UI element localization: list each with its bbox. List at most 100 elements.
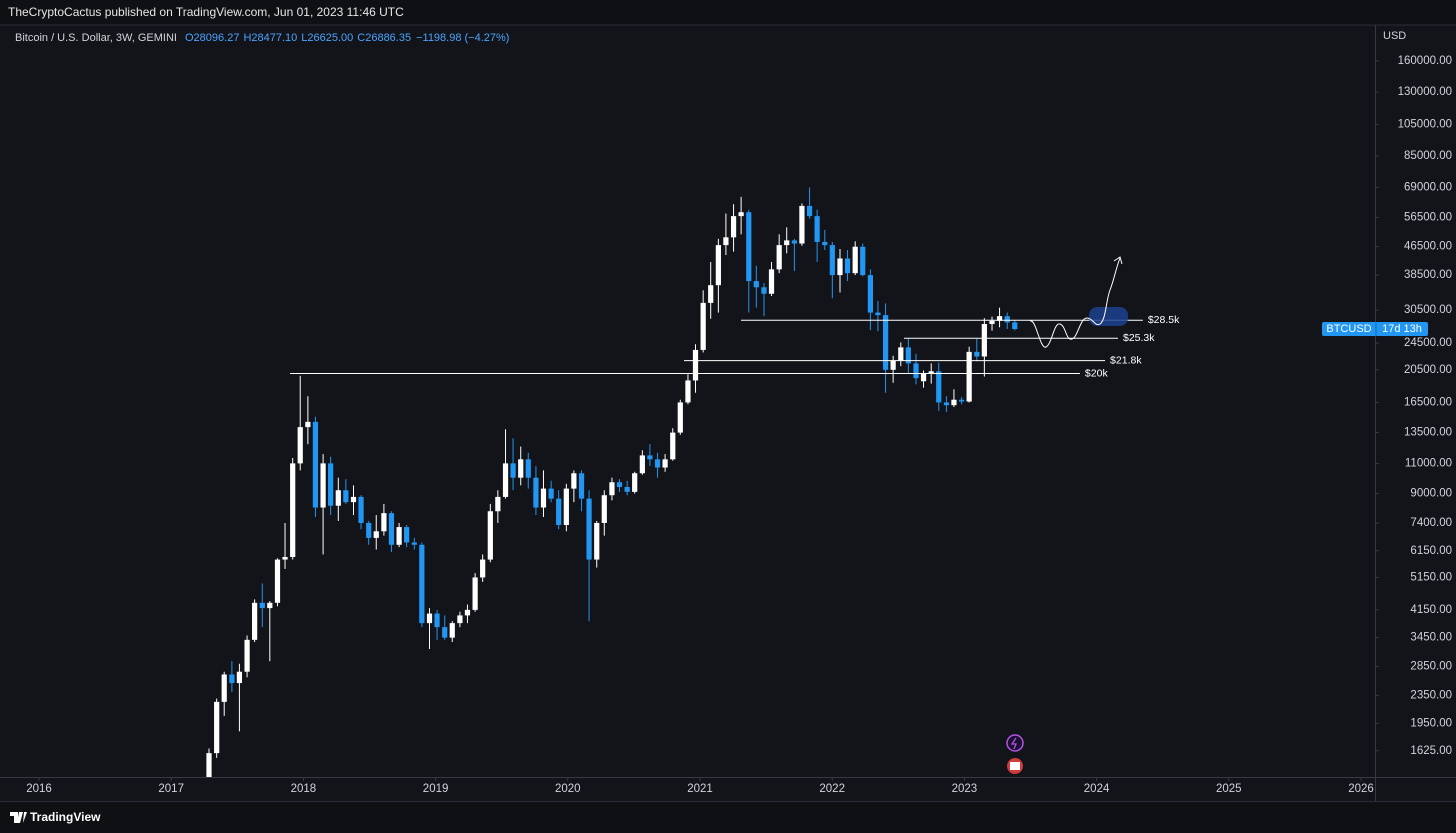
y-tick-label: 160000.00 <box>1398 55 1452 67</box>
y-tick-label: 2850.00 <box>1410 660 1452 672</box>
ohlc-change: −1198.98 (−4.27%) <box>416 32 509 44</box>
candle-body <box>358 496 364 523</box>
x-tick-label: 2018 <box>291 783 317 795</box>
candle-body <box>236 671 243 684</box>
candle-body <box>867 275 874 313</box>
candle-body <box>267 602 273 609</box>
candle-body <box>692 349 699 381</box>
candle-body <box>837 258 843 276</box>
candle-body <box>806 205 813 217</box>
y-tick-label: 130000.00 <box>1398 86 1452 98</box>
y-tick-label: 16500.00 <box>1404 396 1452 408</box>
y-tick-label: 1625.00 <box>1410 745 1452 757</box>
y-tick-label: 24500.00 <box>1404 337 1452 349</box>
candle-body <box>928 371 934 374</box>
candle-body <box>936 371 942 403</box>
candle-body <box>844 258 851 274</box>
candle-body <box>670 432 676 460</box>
candle-body <box>411 542 417 545</box>
candle-body <box>533 477 539 508</box>
x-tick-label: 2026 <box>1348 783 1374 795</box>
candle-body <box>882 315 889 370</box>
x-tick-label: 2023 <box>952 783 978 795</box>
candle-body <box>472 577 478 610</box>
candle-body <box>852 246 858 274</box>
candle-body <box>639 455 645 474</box>
y-tick-label: 2350.00 <box>1410 689 1452 701</box>
candle-body <box>328 463 334 506</box>
candle-body <box>966 351 972 402</box>
candle-body <box>738 212 744 217</box>
candle-body <box>480 559 486 578</box>
price-tag-countdown: 17d 13h <box>1382 323 1422 335</box>
candle-body <box>875 312 881 316</box>
candle-body <box>502 463 509 497</box>
candle-body <box>578 473 585 499</box>
x-tick-label: 2025 <box>1216 783 1242 795</box>
y-tick-label: 9000.00 <box>1410 488 1452 500</box>
candle-body <box>373 531 379 538</box>
candle-body <box>700 302 706 350</box>
y-tick-label: 56500.00 <box>1404 211 1452 223</box>
candle-body <box>282 557 288 560</box>
candle-body <box>822 241 828 246</box>
y-tick-label: 11000.00 <box>1405 457 1452 469</box>
candle-body <box>799 205 805 244</box>
candle-body <box>920 373 927 382</box>
chart-title: Bitcoin / U.S. Dollar, 3W, GEMINI O28096.… <box>15 32 509 44</box>
candle-body <box>464 609 471 616</box>
candle-body <box>1004 316 1010 323</box>
candle-body <box>677 402 683 433</box>
candle-body <box>404 527 410 543</box>
y-tick-label: 13500.00 <box>1404 427 1452 439</box>
candle-body <box>761 287 767 294</box>
news-icon-glyph <box>1010 762 1020 770</box>
candle-body <box>510 463 516 478</box>
candle-body <box>715 245 721 286</box>
y-tick-label: 85000.00 <box>1404 150 1452 162</box>
y-tick-label: 105000.00 <box>1398 118 1452 130</box>
y-tick-label: 46500.00 <box>1404 241 1452 253</box>
candle-body <box>890 360 896 370</box>
candle-body <box>981 324 987 357</box>
candle-body <box>229 674 235 684</box>
candle-body <box>305 421 311 428</box>
candle-body <box>457 615 463 624</box>
projection-arrow <box>1113 256 1123 265</box>
candle-body <box>426 613 433 624</box>
price-tag-bg <box>1322 322 1428 337</box>
candle-body <box>959 399 965 402</box>
candle-body <box>860 246 866 276</box>
candle-body <box>343 490 349 503</box>
y-tick-label: 20500.00 <box>1404 364 1452 376</box>
candle-body <box>913 363 919 379</box>
candle-body <box>449 623 455 638</box>
candle-body <box>442 627 448 638</box>
level-label: $21.8k <box>1110 354 1142 366</box>
candle-body <box>616 482 623 487</box>
x-tick-label: 2017 <box>158 783 184 795</box>
event-icon[interactable] <box>1006 734 1024 752</box>
candle-body <box>974 351 980 357</box>
candle-body <box>350 496 357 503</box>
x-tick-label: 2021 <box>687 783 713 795</box>
candle-body <box>685 380 691 403</box>
candle-body <box>753 281 759 288</box>
target-zone <box>1089 307 1128 326</box>
candle-body <box>951 399 957 406</box>
y-tick-label: 5150.00 <box>1410 571 1452 583</box>
candle-body <box>768 269 775 294</box>
x-tick-label: 2016 <box>26 783 52 795</box>
footer-bar <box>0 801 1456 833</box>
y-tick-label: 4150.00 <box>1410 604 1452 616</box>
y-axis-label: USD <box>1383 30 1406 42</box>
candle-body <box>206 753 212 777</box>
candle-body <box>335 490 341 506</box>
candle-body <box>586 498 592 560</box>
ohlc-open: O28096.27 <box>185 32 239 44</box>
x-tick-label: 2020 <box>555 783 581 795</box>
candle-body <box>708 285 714 303</box>
candle-body <box>594 522 600 560</box>
